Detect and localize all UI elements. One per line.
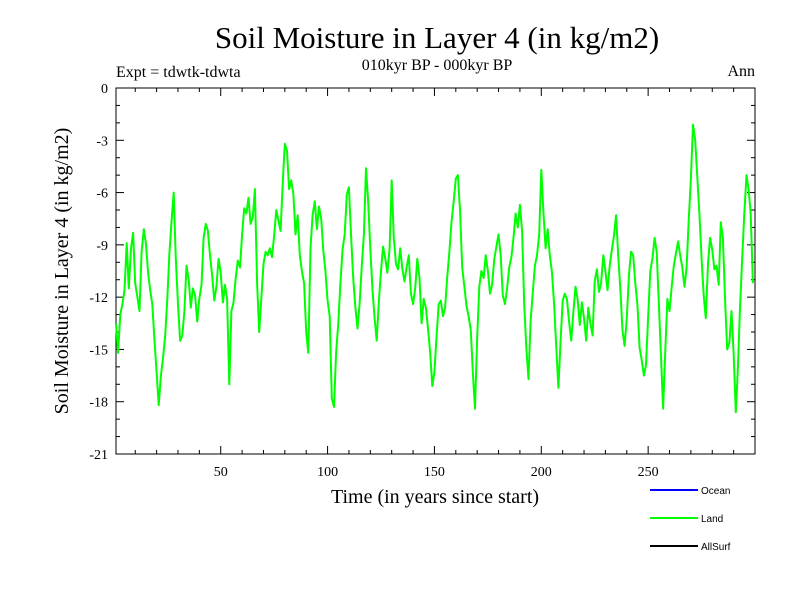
chart-subtitle: 010kyr BP - 000kyr BP [362, 57, 513, 74]
y-tick-label: -12 [89, 291, 108, 306]
y-tick-label: -18 [89, 396, 108, 411]
x-tick-label: 150 [424, 465, 445, 480]
x-axis: 50 100 150 200 250 [134, 88, 735, 480]
series-line-land [115, 123, 754, 414]
y-tick-label: -9 [96, 239, 108, 254]
y-axis-label: Soil Moisture in Layer 4 (in kg/m2) [51, 128, 73, 415]
y-axis: 0 -3 -6 -9 -12 -15 -18 -21 [89, 82, 755, 463]
legend-label-land: Land [701, 514, 723, 525]
y-tick-label: -3 [96, 134, 108, 149]
y-tick-label: -6 [96, 187, 108, 202]
x-tick-label: 100 [317, 465, 338, 480]
legend: Ocean Land AllSurf [650, 486, 731, 553]
y-tick-label: 0 [101, 82, 108, 97]
y-tick-label: -15 [89, 343, 108, 358]
legend-label-allsurf: AllSurf [701, 542, 731, 553]
plot-area [115, 123, 754, 414]
x-tick-label: 250 [638, 465, 659, 480]
y-tick-label: -21 [89, 448, 108, 463]
x-tick-label: 50 [214, 465, 228, 480]
legend-label-ocean: Ocean [701, 486, 730, 497]
x-axis-label: Time (in years since start) [331, 486, 539, 508]
chart-title: Soil Moisture in Layer 4 (in kg/m2) [215, 20, 659, 55]
plot-frame [115, 87, 756, 455]
x-tick-label: 200 [531, 465, 552, 480]
experiment-label: Expt = tdwtk-tdwta [116, 64, 241, 81]
period-label: Ann [727, 63, 755, 80]
